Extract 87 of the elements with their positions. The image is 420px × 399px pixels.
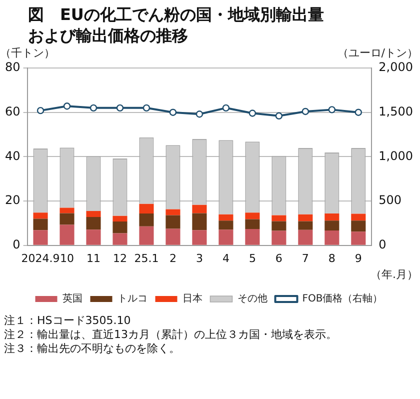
- x-tick-label: 2: [169, 252, 176, 265]
- legend-label: その他: [237, 292, 268, 305]
- y2-axis-title: （ユーロ/トン）: [337, 46, 418, 60]
- bar: [166, 209, 180, 216]
- x-tick-label: 4: [222, 252, 230, 265]
- bar: [60, 208, 74, 214]
- bar: [324, 213, 340, 221]
- y-tick-label: 0: [12, 238, 20, 252]
- x-tick-label: 11: [86, 252, 100, 265]
- bar: [166, 215, 180, 229]
- bar: [192, 230, 207, 245]
- point: [248, 110, 256, 117]
- y-tick-label: 80: [4, 60, 20, 74]
- bar: [112, 221, 128, 234]
- x-tick-label: 5: [248, 252, 256, 265]
- text: 注２：輸出量は、直近13カ月（累計）の上位３カ国・地域を表示。: [4, 328, 338, 342]
- bar: [324, 220, 340, 231]
- bar: [33, 212, 48, 219]
- x-tick-label: 6: [275, 252, 282, 265]
- bar: [298, 221, 313, 230]
- bar: [351, 220, 366, 232]
- y-tick-label: 60: [4, 104, 20, 118]
- bar: [351, 214, 366, 221]
- bar: [298, 230, 313, 245]
- x-tick-label: 10: [60, 252, 74, 265]
- y-tick-label: 40: [4, 148, 20, 163]
- bar: [272, 230, 286, 245]
- bar: [86, 217, 101, 230]
- bar: [218, 220, 234, 230]
- point: [354, 108, 362, 116]
- y-tick-label: 20: [4, 193, 20, 208]
- point: [275, 112, 283, 120]
- bar: [112, 216, 128, 222]
- bar: [33, 230, 48, 245]
- bar: [272, 215, 286, 222]
- bar: [166, 228, 180, 245]
- bar: [245, 219, 260, 229]
- y2-tick-label: 1,000: [378, 148, 414, 163]
- bar: [86, 230, 101, 245]
- point: [169, 108, 177, 116]
- x-axis-title: （年.月）: [370, 268, 418, 281]
- legend-label: トルコ: [117, 294, 148, 305]
- x-tick-label: 8: [328, 252, 336, 265]
- point: [328, 106, 336, 114]
- x-tick-label: 25.1: [134, 252, 159, 265]
- x-tick-label: 7: [302, 252, 309, 265]
- legend-label: 英国: [62, 292, 82, 305]
- bar: [192, 213, 207, 230]
- point: [142, 104, 150, 112]
- text: 注３：輸出先の不明なものを除く。: [4, 342, 181, 356]
- y2-tick-label: 500: [378, 193, 402, 208]
- bar: [86, 211, 101, 218]
- bar: [218, 230, 234, 245]
- bar: [33, 218, 48, 230]
- point: [116, 104, 124, 112]
- bar: [139, 213, 154, 226]
- chart-title: 図 EUの化工でん粉の国・地域別輸出量および輸出価格の推移: [28, 4, 325, 46]
- x-tick-label: 2024.9: [21, 252, 60, 265]
- x-tick-label: 3: [196, 252, 203, 265]
- x-tick-label: 12: [112, 252, 127, 265]
- y2-tick-label: 1,500: [378, 104, 414, 118]
- bar: [272, 221, 286, 231]
- bar: [192, 204, 207, 214]
- point: [90, 104, 98, 112]
- y2-tick-label: 2,000: [378, 60, 414, 74]
- bar: [112, 233, 128, 245]
- x-tick-label: 9: [354, 252, 362, 265]
- bar: [245, 212, 260, 220]
- point: [196, 110, 204, 118]
- text: 注１：HSコード3505.10: [4, 314, 132, 328]
- legend-label: 日本: [182, 292, 202, 305]
- bar: [60, 213, 74, 225]
- point: [36, 106, 44, 114]
- bar: [218, 214, 234, 221]
- bar: [245, 228, 260, 245]
- bar: [139, 204, 154, 214]
- y2-tick-label: 0: [378, 238, 386, 252]
- bar: [324, 230, 340, 245]
- legend-label: FOB価格（右軸）: [302, 292, 383, 305]
- bar: [139, 226, 154, 245]
- bar: [60, 224, 74, 245]
- bar: [298, 214, 313, 222]
- point: [222, 104, 230, 112]
- point: [63, 102, 71, 110]
- y-axis-title: （千トン）: [0, 46, 55, 60]
- point: [302, 108, 310, 116]
- bar: [351, 232, 366, 245]
